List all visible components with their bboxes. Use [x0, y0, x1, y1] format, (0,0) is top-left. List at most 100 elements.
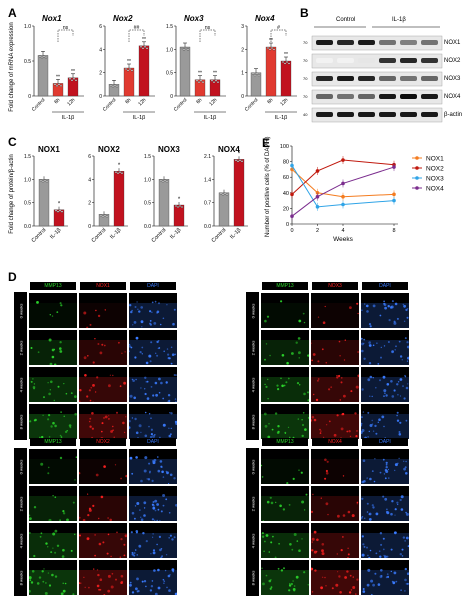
micrograph-cell	[383, 395, 385, 397]
micrograph-cell	[382, 495, 385, 498]
chart-a-ytick-label-2-3: 1.5	[166, 24, 173, 30]
micrograph-bg	[261, 486, 309, 521]
micrograph-cell	[347, 557, 349, 558]
micrograph-cell	[405, 536, 409, 540]
micrograph-cell	[375, 386, 377, 389]
micrograph-bg	[311, 449, 359, 484]
micrograph-cell	[349, 435, 352, 438]
micrograph-cell	[347, 547, 349, 549]
micrograph-cell	[165, 554, 168, 556]
micrograph-cell	[371, 419, 373, 422]
micrograph-tissue	[29, 340, 77, 365]
blot-band-1-0	[316, 58, 333, 63]
micrograph-cell	[107, 574, 111, 578]
chart-c-dot-3-0-2	[223, 192, 227, 195]
chart-a-title-2: Nox3	[184, 14, 204, 23]
chart-c-dot-3-1-0	[234, 159, 238, 162]
chart-c-ytick-label-3-3: 2.1	[204, 154, 211, 160]
chart-c-dot-3-1-3	[240, 160, 244, 163]
micrograph-cell	[124, 351, 126, 353]
micrograph-cell	[110, 585, 114, 589]
micrograph-cell	[311, 549, 314, 552]
micrograph-cell	[109, 518, 112, 521]
micrograph-cell	[151, 479, 154, 482]
micrograph-1-1-2	[361, 330, 409, 365]
micrograph-cell	[285, 381, 288, 384]
chart-c-ytick-label-2-1: 0.5	[144, 201, 151, 207]
chart-c-xcat-1-1: IL-1β	[109, 227, 122, 240]
micrograph-cell	[88, 586, 90, 589]
micrograph-cell	[171, 538, 174, 541]
micrograph-cell	[281, 354, 285, 357]
micrograph-cell	[276, 384, 279, 387]
micrograph-cell	[140, 431, 142, 434]
micrograph-cell	[63, 383, 65, 385]
chart-a-star-1-2: **	[142, 37, 146, 43]
micrograph-tissue	[261, 459, 309, 484]
chart-c-dot-1-0-1	[101, 215, 105, 218]
micrograph-tissue	[29, 377, 77, 402]
micrograph-cell	[396, 501, 399, 504]
micrograph-cell	[307, 416, 309, 419]
micrograph-cell	[116, 411, 118, 414]
micrograph-cell	[324, 458, 327, 462]
chart-a-bar-1-2	[138, 45, 150, 97]
micrograph-cell	[366, 477, 368, 479]
chart-a-ytick-label-3-0: 0	[241, 94, 244, 100]
chart-a-ytick-label-2-1: 0.5	[166, 71, 173, 77]
micrograph-cell	[150, 341, 153, 344]
e-point-3-3	[392, 165, 396, 169]
micrograph-cell	[400, 508, 404, 511]
micrograph-cell	[98, 517, 100, 520]
blot-band-3-5	[421, 94, 438, 99]
micrograph-cell	[134, 306, 137, 308]
row-label-0-0: 0 weeks	[14, 292, 27, 329]
micrograph-cell	[361, 553, 365, 557]
micrograph-cell	[156, 519, 158, 521]
micrograph-2-1-0	[29, 486, 77, 521]
chart-a-group-3: IL-1β	[275, 115, 288, 121]
micrograph-cell	[374, 572, 377, 575]
micrograph-cell	[361, 422, 363, 425]
chart-a-xcat-3-2: 12h	[279, 97, 289, 107]
micrograph-cell	[361, 429, 365, 432]
chart-a-ytick-label-2-2: 1.0	[166, 47, 173, 53]
micrograph-cell	[132, 379, 135, 382]
micrograph-cell	[363, 357, 366, 360]
micrograph-cell	[394, 349, 396, 351]
micrograph-cell	[156, 354, 159, 357]
micrograph-cell	[135, 336, 139, 340]
micrograph-cell	[141, 353, 143, 355]
micrograph-bg	[79, 449, 127, 484]
e-legend-label-3: NOX4	[426, 186, 444, 193]
micrograph-cell	[301, 434, 304, 438]
micrograph-cell	[103, 465, 106, 468]
chart-a-dot-3-1-3	[272, 48, 276, 51]
micrograph-cell	[394, 302, 398, 306]
micrograph-tissue	[261, 533, 309, 558]
chart-a-ytick-label-3-2: 2	[241, 47, 244, 53]
micrograph-cell	[313, 550, 317, 554]
micrograph-cell	[45, 542, 48, 545]
micrograph-cell	[370, 579, 374, 583]
micrograph-cell	[168, 399, 171, 402]
micrograph-cell	[129, 304, 132, 307]
micrograph-cell	[391, 500, 394, 503]
chart-c-bar-3-0	[218, 192, 230, 227]
micrograph-cell	[43, 396, 45, 399]
micrograph-cell	[37, 351, 40, 354]
micrograph-cell	[361, 349, 364, 353]
micrograph-cell	[94, 391, 97, 393]
micrograph-cell	[91, 427, 94, 430]
micrograph-cell	[157, 568, 160, 572]
micrograph-cell	[41, 435, 44, 439]
micrograph-bg	[29, 449, 77, 484]
micrograph-tissue	[79, 340, 127, 365]
micrograph-cell	[86, 326, 89, 328]
chart-a-dot-1-2-3	[145, 47, 149, 50]
micrograph-cell	[144, 456, 148, 460]
micrograph-cell	[175, 374, 177, 376]
blot-group-control: Control	[336, 17, 356, 23]
micrograph-0-1-2	[129, 330, 177, 365]
micrograph-cell	[363, 338, 366, 341]
